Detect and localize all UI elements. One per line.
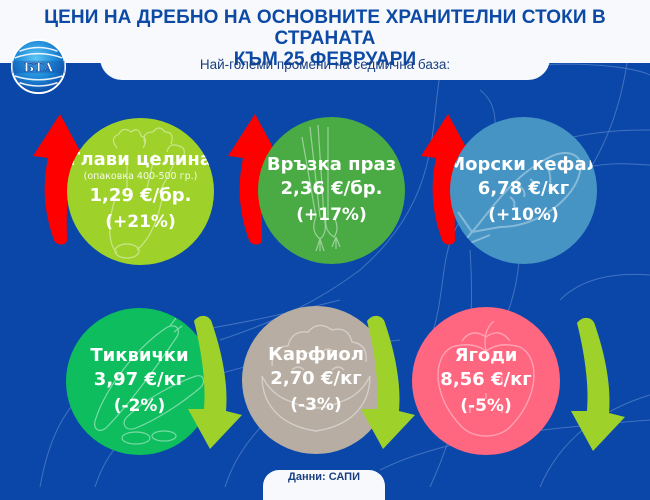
item-name: Карфиол (268, 343, 364, 365)
item-note: (опаковка 400-500 гр.) (83, 171, 198, 182)
item-name: Връзка праз (266, 154, 397, 175)
arrow-down-icon (188, 315, 242, 449)
item-circle: Морски кефал 6,78 €/кг (+10%) (450, 117, 597, 264)
page-title: ЦЕНИ НА ДРЕБНО НА ОСНОВНИТЕ ХРАНИТЕЛНИ С… (0, 7, 650, 70)
header-tab (100, 40, 550, 80)
item-change: (-2%) (113, 396, 166, 416)
item-price: 2,36 €/бр. (280, 178, 383, 199)
arrow-down-icon (361, 315, 415, 449)
item-price: 6,78 €/кг (477, 178, 570, 199)
item-circle: Тиквички 3,97 €/кг (-2%) (66, 308, 213, 455)
bta-logo: БТА (10, 38, 67, 95)
item-name: Ягоди (454, 344, 518, 366)
cauliflower-icon (261, 324, 371, 432)
item-circle: Карфиол 2,70 €/кг (-3%) (242, 306, 390, 454)
item-name: Глави целина (69, 149, 212, 170)
page-subtitle: Най-големи промени на седмична база: (199, 57, 451, 72)
item-circle: Връзка праз 2,36 €/бр. (+17%) (258, 117, 405, 264)
zucchini-icon (94, 317, 205, 445)
title-line-2: КЪМ 25 ФЕВРУАРИ (233, 49, 417, 70)
item-change: (-5%) (460, 395, 512, 416)
item-price: 2,70 €/кг (270, 367, 362, 389)
item-change: (+10%) (488, 205, 559, 225)
svg-text:БТА: БТА (24, 60, 54, 75)
title-line-1: ЦЕНИ НА ДРЕБНО НА ОСНОВНИТЕ ХРАНИТЕЛНИ С… (44, 7, 606, 49)
leek-icon (301, 124, 341, 252)
arrow-up-icon (421, 114, 474, 245)
arrow-up-icon (228, 114, 281, 245)
item-price: 8,56 €/кг (440, 368, 532, 390)
item-price: 3,97 €/кг (93, 369, 186, 390)
fish-icon (456, 152, 582, 250)
arrow-up-icon (33, 114, 86, 245)
strawberry-icon (437, 320, 535, 437)
item-circle: Глави целина (опаковка 400-500 гр.) 1,29… (67, 118, 214, 265)
arrow-down-icon (571, 317, 625, 451)
item-name: Тиквички (90, 345, 189, 366)
item-change: (-3%) (290, 394, 342, 415)
item-change: (+17%) (296, 205, 367, 225)
celery-icon (109, 127, 185, 259)
data-source-label: Данни: САПИ (263, 470, 385, 500)
item-name: Морски кефал (450, 154, 597, 175)
item-price: 1,29 €/бр. (89, 185, 192, 206)
item-circle: Ягоди 8,56 €/кг (-5%) (412, 307, 560, 455)
item-change: (+21%) (105, 212, 176, 232)
